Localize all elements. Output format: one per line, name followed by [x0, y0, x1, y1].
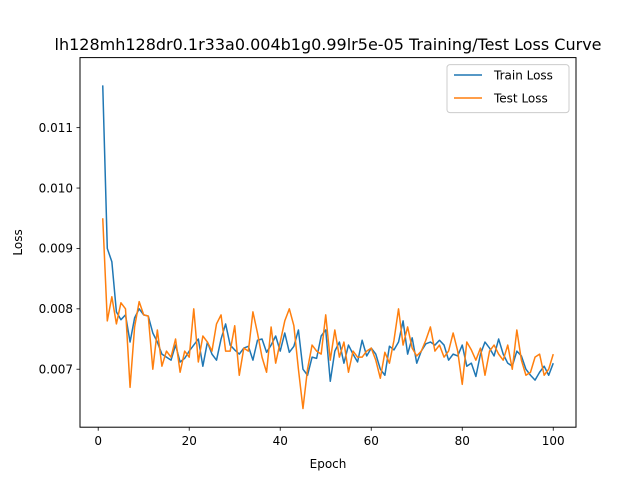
y-tick-label: 0.011 [39, 121, 73, 135]
legend: Train Loss Test Loss [446, 64, 570, 114]
x-axis-label: Epoch [310, 457, 347, 471]
series-line-test-loss [102, 218, 554, 410]
legend-label-test-loss: Test Loss [493, 92, 548, 106]
y-axis-label: Loss [11, 229, 25, 255]
x-tick-label: 40 [273, 434, 288, 448]
legend-box [446, 64, 570, 114]
ticks-layer: 0 20 40 60 80 100 0.007 0.008 0.009 0.010 0.011 [39, 121, 565, 448]
x-tick-label: 20 [182, 434, 197, 448]
y-tick-label: 0.008 [39, 302, 73, 316]
plot-area-frame [79, 57, 577, 428]
x-tick-label: 100 [542, 434, 565, 448]
x-tick-label: 0 [94, 434, 102, 448]
y-tick-label: 0.007 [39, 363, 73, 377]
x-tick-label: 60 [364, 434, 379, 448]
series-layer [102, 85, 554, 410]
y-tick-label: 0.010 [39, 181, 73, 195]
x-tick-label: 80 [455, 434, 470, 448]
legend-label-train-loss: Train Loss [493, 69, 553, 83]
chart-title: lh128mh128dr0.1r33a0.004b1g0.99lr5e-05 T… [55, 35, 602, 54]
y-tick-label: 0.009 [39, 242, 73, 256]
